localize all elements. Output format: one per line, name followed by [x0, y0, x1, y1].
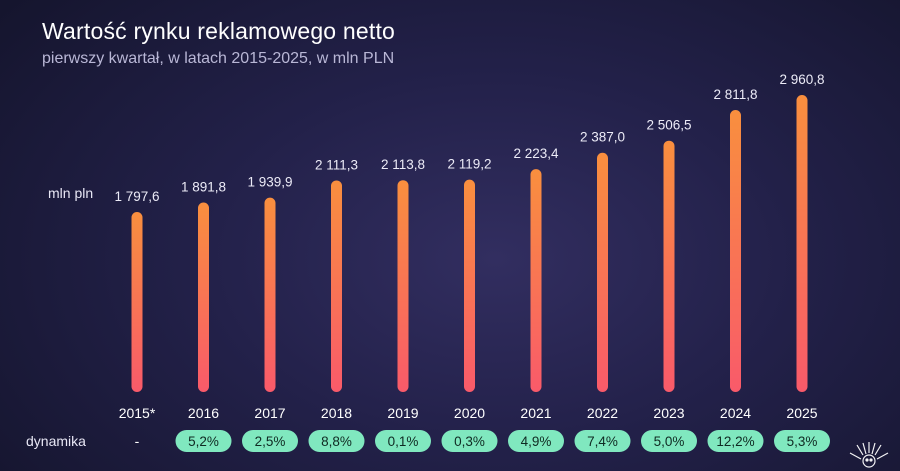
year-tick-label: 2019	[387, 405, 418, 421]
bar-2023	[663, 140, 675, 392]
growth-label: 8,8%	[321, 434, 352, 449]
value-label: 2 960,8	[779, 72, 824, 87]
bar-2021	[530, 169, 542, 392]
growth-pill	[308, 430, 365, 452]
value-labels-group: 1 797,6 1 891,8 1 939,9 2 111,3 2 113,8 2 119…	[114, 72, 824, 204]
chart-subtitle: pierwszy kwartał, w latach 2015-2025, w …	[42, 50, 395, 67]
bar-2018	[331, 180, 342, 392]
growth-pill	[242, 430, 298, 452]
growth-label-empty: -	[135, 433, 140, 449]
year-tick-label: 2015*	[119, 405, 156, 421]
bar-2017	[264, 197, 276, 392]
growth-label: 2,5%	[255, 434, 286, 449]
year-tick-label: 2021	[520, 405, 551, 421]
growth-pill	[441, 430, 498, 452]
growth-label: 5,2%	[188, 434, 219, 449]
bars-group	[131, 95, 808, 392]
y-unit-label: mln pln	[48, 185, 94, 201]
growth-row-label: dynamika	[26, 433, 86, 449]
value-label: 2 119,2	[447, 157, 491, 172]
year-tick-label: 2018	[321, 405, 352, 421]
growth-pill	[774, 430, 830, 452]
year-tick-label: 2020	[454, 405, 485, 421]
bar-2016	[198, 202, 209, 392]
year-tick-label: 2025	[786, 405, 817, 421]
value-label: 2 387,0	[580, 130, 625, 145]
growth-pill	[641, 430, 697, 452]
growth-label: 5,0%	[654, 434, 685, 449]
growth-label: 4,9%	[521, 434, 552, 449]
year-tick-label: 2023	[653, 405, 684, 421]
value-label: 2 113,8	[381, 157, 425, 172]
growth-pills-group: - 5,2% 2,5% 8,8% 0,1% 0,3% 4,9% 7,4% 5,0% 12,2% 5,…	[135, 430, 830, 452]
year-tick-label: 2024	[720, 405, 751, 421]
year-tick-label: 2016	[188, 405, 219, 421]
value-label: 2 506,5	[646, 118, 691, 133]
growth-label: 12,2%	[716, 434, 754, 449]
growth-label: 5,3%	[787, 434, 818, 449]
growth-pill	[574, 430, 631, 452]
bar-2019	[397, 180, 409, 392]
growth-pill	[375, 430, 431, 452]
value-label: 1 939,9	[247, 175, 292, 190]
bar-2015*	[131, 212, 143, 392]
value-label: 1 891,8	[181, 180, 226, 195]
chart-title: Wartość rynku reklamowego netto	[42, 18, 396, 44]
brand-logo-icon	[849, 442, 889, 468]
growth-label: 0,1%	[388, 434, 419, 449]
growth-label: 7,4%	[587, 434, 618, 449]
value-label: 2 811,8	[713, 87, 757, 102]
value-label: 1 797,6	[114, 189, 159, 204]
year-labels-group: 2015* 2016 2017 2018 2019 2020 2021 2022 2023 202…	[119, 405, 818, 421]
year-tick-label: 2022	[587, 405, 618, 421]
growth-label: 0,3%	[454, 434, 485, 449]
bar-2020	[464, 179, 475, 392]
growth-pill	[175, 430, 232, 452]
value-label: 2 223,4	[513, 146, 559, 161]
value-label: 2 111,3	[315, 157, 358, 172]
bar-2022	[597, 152, 608, 392]
growth-pill	[707, 430, 764, 452]
bar-2025	[796, 95, 808, 392]
growth-pill	[508, 430, 564, 452]
bar-2024	[730, 109, 741, 392]
year-tick-label: 2017	[254, 405, 285, 421]
